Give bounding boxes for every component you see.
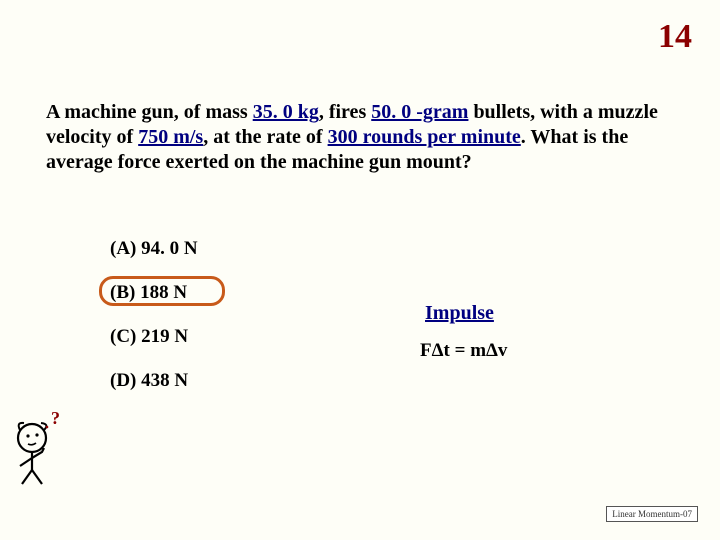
q-seg-1: A machine gun, of mass (46, 101, 253, 123)
choice-a[interactable]: (A) 94. 0 N (110, 238, 198, 260)
q-seg-2: , fires (319, 101, 371, 123)
q-hl-mass: 35. 0 kg (253, 101, 319, 123)
thinker-icon: ? (6, 410, 74, 488)
svg-text:?: ? (51, 410, 60, 428)
q-seg-4: , at the rate of (203, 126, 327, 148)
q-hl-rate: 300 rounds per minute (328, 126, 521, 148)
q-hl-velocity: 750 m/s (138, 126, 203, 148)
choice-c[interactable]: (C) 219 N (110, 326, 188, 348)
choice-d[interactable]: (D) 438 N (110, 370, 188, 392)
choice-b[interactable]: (B) 188 N (110, 282, 187, 304)
hint-formula: FΔt = mΔv (420, 340, 507, 362)
footer-label: Linear Momentum-07 (606, 506, 698, 522)
q-hl-bulletmass: 50. 0 -gram (371, 101, 468, 123)
hint-label: Impulse (425, 302, 494, 325)
answer-choices: (A) 94. 0 N (B) 188 N (C) 219 N (D) 438 … (110, 238, 198, 414)
question-text: A machine gun, of mass 35. 0 kg, fires 5… (46, 100, 674, 175)
slide-number: 14 (658, 18, 692, 56)
